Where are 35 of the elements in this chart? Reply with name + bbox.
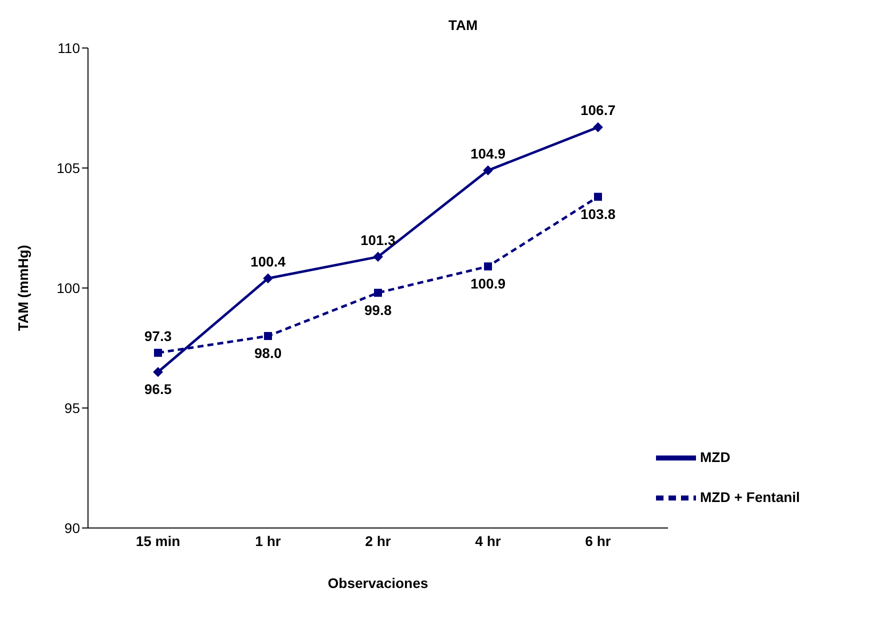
legend-label: MZD + Fentanil xyxy=(700,489,800,506)
data-label: 100.4 xyxy=(250,253,286,270)
data-label: 97.3 xyxy=(144,328,172,344)
data-label: 106.7 xyxy=(580,102,616,118)
y-tick-label: 100 xyxy=(56,280,80,296)
data-label: 98.0 xyxy=(254,345,282,361)
x-tick-label: 1 hr xyxy=(255,532,282,549)
x-tick-label: 2 hr xyxy=(365,532,392,549)
point xyxy=(373,252,383,262)
x-axis-title: Observaciones xyxy=(328,575,428,591)
point xyxy=(264,332,272,340)
x-tick-label: 6 hr xyxy=(585,532,612,549)
point xyxy=(484,262,492,270)
point xyxy=(263,273,273,284)
x-tick-label: 4 hr xyxy=(475,532,502,549)
chart-title: TAM xyxy=(448,17,478,33)
y-tick-label: 95 xyxy=(64,400,80,416)
point xyxy=(483,165,493,176)
data-label: 104.9 xyxy=(470,145,506,162)
point xyxy=(374,288,382,297)
point xyxy=(154,348,162,357)
data-label: 96.5 xyxy=(144,381,172,397)
y-axis-title: TAM (mmHg) xyxy=(14,244,31,332)
y-tick-label: 110 xyxy=(58,40,80,56)
data-label: 99.8 xyxy=(364,302,392,318)
data-label: 100.9 xyxy=(470,275,506,292)
point xyxy=(593,122,603,132)
data-label: 101.3 xyxy=(360,232,396,248)
data-label: 103.8 xyxy=(580,206,616,222)
y-tick-label: 90 xyxy=(64,520,80,536)
x-tick-label: 15 min xyxy=(136,532,180,549)
y-tick-label: 105 xyxy=(56,160,80,176)
point xyxy=(153,367,163,377)
point xyxy=(594,192,602,201)
legend-label: MZD xyxy=(700,449,730,466)
